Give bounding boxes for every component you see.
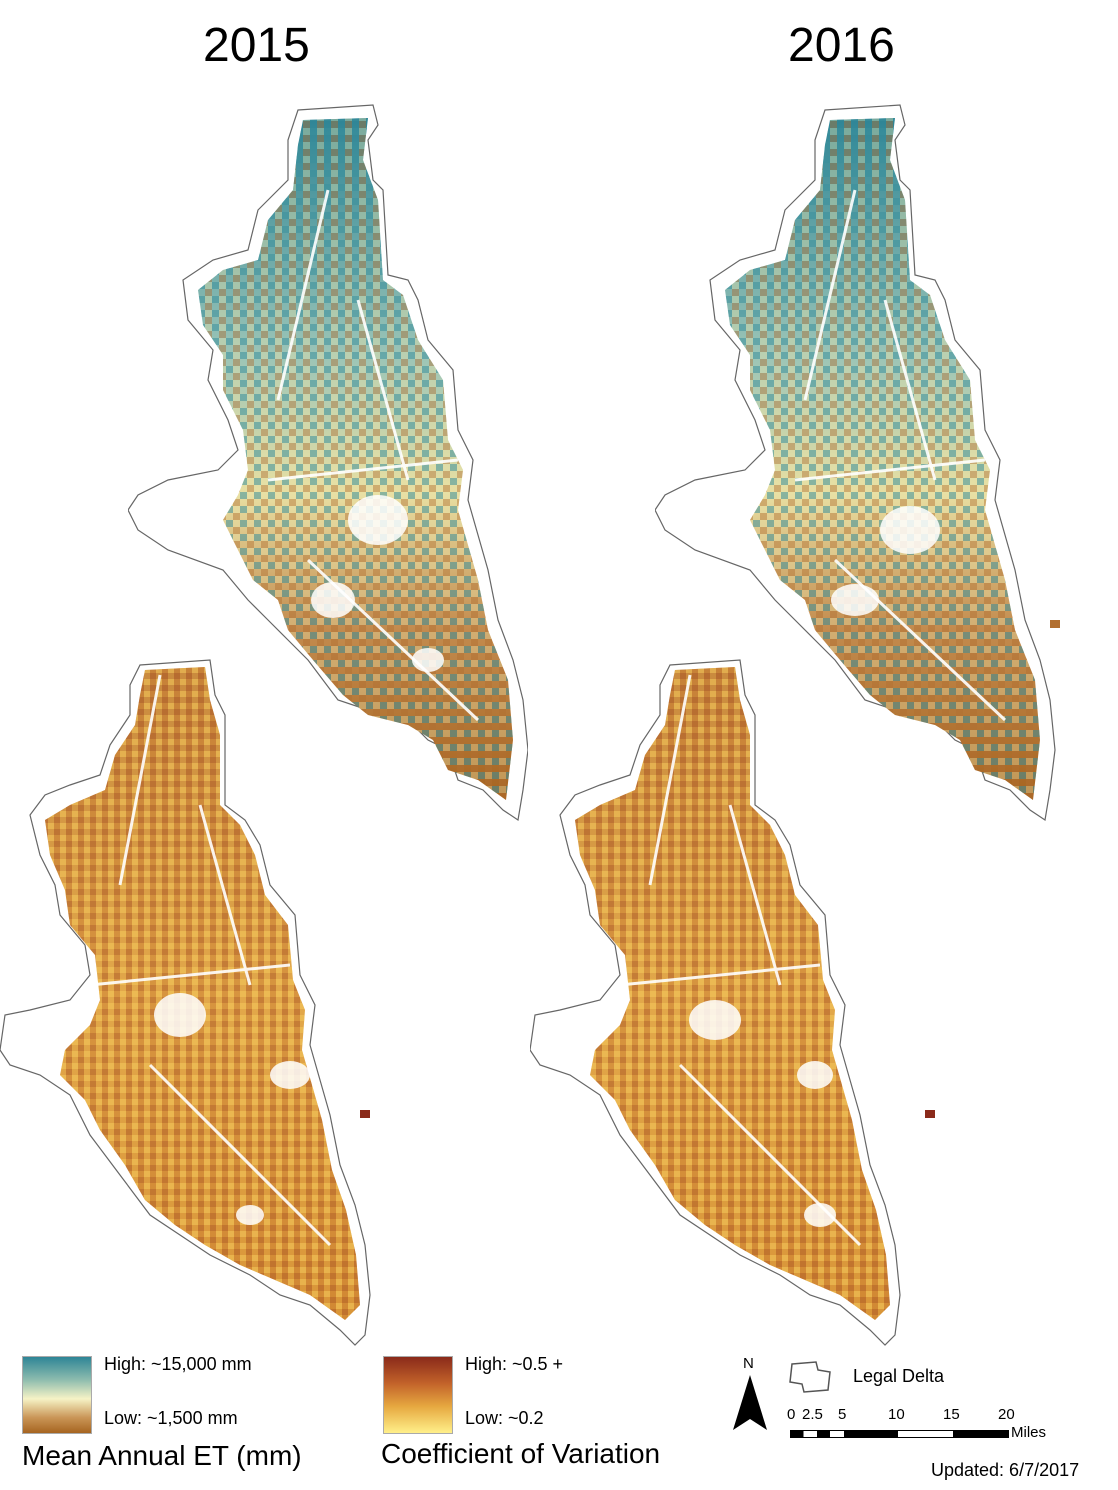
north-label: N: [743, 1355, 754, 1372]
scale-bar: [790, 1430, 1009, 1438]
scale-unit-label: Miles: [1011, 1424, 1047, 1441]
et-legend-ramp: [22, 1356, 92, 1434]
et-legend-low-label: Low: ~1,500 mm: [104, 1408, 238, 1428]
et-legend-high-label: High: ~15,000 mm: [104, 1354, 252, 1374]
scale-tick-label: 0: [787, 1406, 796, 1423]
et-map-2015: [128, 104, 528, 822]
north-arrow-icon: [733, 1375, 767, 1430]
updated-date: Updated: 6/7/2017: [931, 1460, 1080, 1480]
year-label-2016: 2016: [788, 19, 895, 72]
scale-tick-label: 2.5: [802, 1406, 823, 1423]
scale-tick-label: 10: [888, 1406, 905, 1423]
et-map-2016: [655, 104, 1060, 822]
scale-tick-label: 20: [998, 1406, 1015, 1423]
et-legend-title: Mean Annual ET (mm): [22, 1440, 302, 1471]
cv-legend-title: Coefficient of Variation: [381, 1438, 661, 1469]
cv-map-2015: [0, 659, 371, 1346]
cv-legend-ramp: [383, 1356, 453, 1434]
cv-map-2016: [530, 659, 935, 1346]
year-label-2015: 2015: [203, 19, 310, 72]
cv-legend-low-label: Low: ~0.2: [465, 1408, 544, 1428]
legal-delta-label: Legal Delta: [853, 1366, 945, 1386]
legal-delta-boundary-symbol: [789, 1361, 831, 1393]
cv-legend-high-label: High: ~0.5 +: [465, 1354, 564, 1374]
scale-tick-label: 5: [838, 1406, 847, 1423]
scale-tick-label: 15: [943, 1406, 960, 1423]
